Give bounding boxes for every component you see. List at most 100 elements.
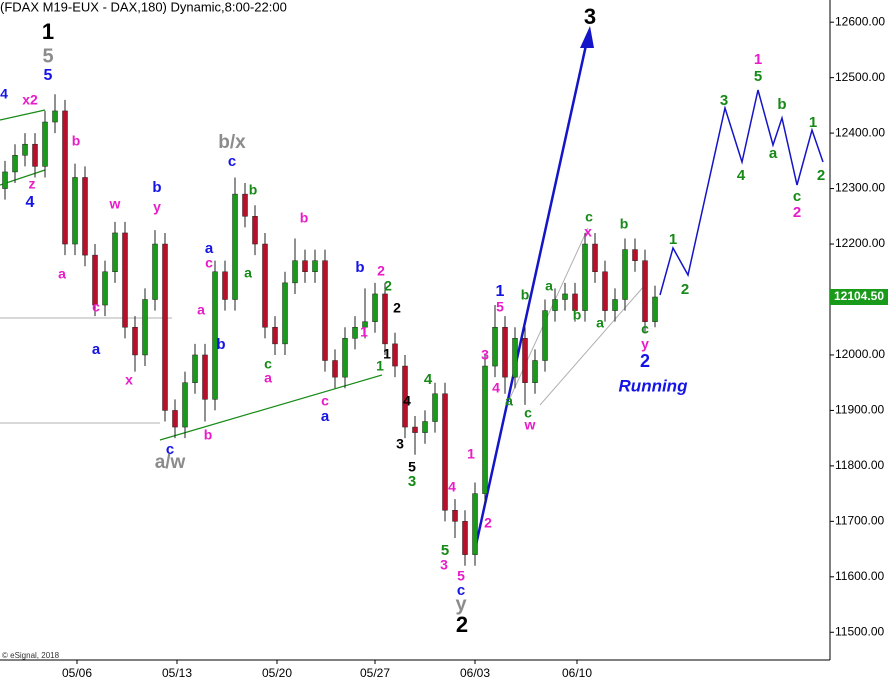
candle-body	[432, 393, 438, 422]
wave-label: c	[166, 441, 174, 458]
projection-path	[659, 89, 824, 296]
wave-label: w	[524, 417, 536, 433]
candle-body	[102, 271, 108, 306]
candle-body	[442, 393, 448, 511]
candle-body	[502, 326, 508, 378]
footer: © eSignal, 2018	[2, 651, 60, 660]
y-tick-label: 12000.00	[835, 347, 885, 361]
candle-body	[122, 232, 128, 328]
wave-label: a	[58, 266, 66, 282]
wave-label: 2	[793, 204, 801, 221]
wave-label: a	[244, 265, 252, 281]
last-price-box	[830, 289, 888, 305]
wave-label: a	[92, 341, 101, 358]
candle-body	[462, 521, 468, 555]
candle-body	[132, 326, 138, 356]
chart-title: (FDAX M19-EUX - DAX,180) Dynamic,8:00-22…	[0, 0, 287, 14]
wave-label: a	[545, 278, 553, 294]
wave-label: a	[505, 393, 513, 409]
x-tick-label: 05/27	[360, 666, 390, 680]
candle-body	[332, 360, 338, 378]
wave-label: 5	[457, 568, 465, 584]
candle-body	[512, 338, 518, 378]
wave-label: 4	[492, 380, 500, 396]
wave-label: 3	[720, 92, 728, 109]
candle-body	[572, 293, 578, 311]
candle-body	[32, 143, 38, 167]
wave-label: 2	[377, 263, 385, 279]
wave-label: 4	[403, 393, 411, 409]
wave-label: b	[300, 210, 309, 226]
candle-body	[242, 193, 248, 217]
x-tick-label: 06/03	[460, 666, 490, 680]
wave-label: c	[264, 356, 272, 372]
wave-label: b	[521, 287, 530, 303]
wave-label: a	[321, 408, 330, 425]
candle-body	[422, 421, 428, 433]
y-tick-label: 12300.00	[835, 181, 885, 195]
y-tick-label: 11900.00	[835, 403, 884, 417]
wave-label: a	[596, 315, 604, 331]
wave-label: 3	[584, 4, 596, 29]
wave-label: 3	[481, 347, 489, 363]
wave-label: b	[249, 182, 258, 198]
candle-body	[152, 243, 158, 300]
wave-label: 4	[0, 86, 8, 102]
candle-body	[92, 254, 98, 306]
wave-label: b	[777, 96, 786, 113]
wave-label: x2	[22, 92, 38, 108]
candle-body	[602, 271, 608, 311]
candle-body	[362, 321, 368, 328]
x-tick-label: 05/06	[62, 666, 92, 680]
wave-label: 2	[484, 515, 492, 531]
wave-label: 5	[441, 542, 449, 559]
candle-body	[452, 510, 458, 522]
wave-label: Running	[619, 376, 689, 395]
wave-label: 1	[467, 446, 475, 462]
wave-label: 2	[640, 351, 650, 371]
candle-body	[182, 382, 188, 428]
candle-body	[652, 296, 658, 322]
trend-line	[0, 109, 46, 121]
candle-body	[382, 293, 388, 345]
candle-body	[52, 110, 58, 123]
candle-body	[472, 493, 478, 555]
wave-label: y	[641, 336, 649, 352]
candle-body	[172, 410, 178, 428]
wave-label: 4	[737, 167, 746, 184]
candle-body	[282, 282, 288, 345]
candle-body	[292, 260, 298, 284]
wave-label: a/w	[155, 452, 186, 473]
candle-body	[622, 249, 628, 300]
candle-body	[642, 260, 648, 322]
candle-body	[412, 426, 418, 433]
wave-label: 2	[456, 612, 468, 637]
wave-label: b	[355, 259, 364, 276]
x-tick-label: 05/13	[162, 666, 192, 680]
candle-body	[62, 110, 68, 245]
candle-body	[532, 360, 538, 383]
y-tick-label: 12600.00	[835, 14, 885, 28]
wave-label: b	[152, 179, 161, 196]
candle-body	[212, 271, 218, 400]
wave-label: c	[641, 321, 649, 337]
wave-label: a	[197, 302, 205, 318]
wave-label: b	[573, 307, 582, 323]
wave-label: 2	[393, 300, 401, 316]
wave-label: 3	[408, 473, 416, 490]
arrow-head	[580, 26, 594, 48]
wave-label: a	[264, 370, 272, 386]
wave-label: c	[205, 255, 213, 271]
wave-label: c	[585, 209, 593, 225]
wave-label: 5	[754, 68, 762, 85]
candle-body	[82, 177, 88, 256]
y-tick-label: 12400.00	[835, 125, 885, 139]
candle-body	[562, 293, 568, 300]
y-tick-label: 12500.00	[835, 70, 885, 84]
wave-label: c	[524, 405, 532, 421]
wave-label: b	[72, 133, 81, 149]
wave-label: 1	[496, 283, 505, 300]
